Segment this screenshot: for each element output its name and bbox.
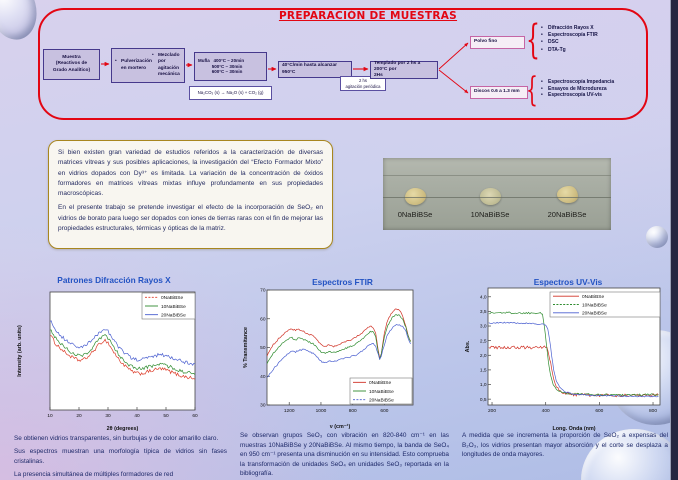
svg-text:10NaBiBSe: 10NaBiBSe — [369, 389, 394, 395]
svg-text:10: 10 — [47, 413, 53, 419]
list-item: Espectroscopía Impedancia — [540, 79, 648, 86]
svg-text:1000: 1000 — [316, 408, 327, 414]
sample-label: 0NaBiBSe — [397, 210, 433, 219]
svg-text:20NaBiBSe: 20NaBiBSe — [369, 397, 394, 403]
list-item: Espectroscopía UV-vis — [540, 92, 648, 99]
glass-sample — [405, 188, 426, 205]
flow-box-polvo-fino: Polvo fino — [470, 36, 525, 49]
svg-text:1,5: 1,5 — [480, 368, 487, 374]
svg-text:0NaBiBSe: 0NaBiBSe — [161, 295, 183, 301]
svg-text:200: 200 — [488, 408, 496, 414]
list-item: Espectroscopía FTIR — [540, 32, 644, 39]
flow-title: PREPARACIÓN DE MUESTRAS — [278, 10, 458, 22]
svg-text:40: 40 — [260, 374, 266, 380]
list-item: En el presente trabajo se pretende inves… — [58, 204, 323, 232]
svg-text:0NaBiBSe: 0NaBiBSe — [369, 380, 391, 386]
svg-text:2θ (degrees): 2θ (degrees) — [107, 426, 139, 432]
svg-text:400: 400 — [542, 408, 550, 414]
svg-text:20NaBiBSe: 20NaBiBSe — [161, 312, 186, 318]
svg-text:60: 60 — [260, 316, 266, 322]
flow-box-pulverizacion: Pulverización en morteroMezclado por agi… — [111, 48, 185, 83]
svg-text:800: 800 — [649, 408, 657, 414]
flow-box-discos: Discos 0.6 a 1.3 mm — [470, 86, 528, 99]
sample-label: 20NaBiBSe — [547, 210, 587, 219]
list-item: Difracción Rayos X — [540, 25, 644, 32]
svg-text:10NaBiBSe: 10NaBiBSe — [161, 304, 186, 310]
intro-text-box: Si bien existen gran variedad de estudio… — [48, 140, 333, 249]
svg-text:30: 30 — [260, 403, 266, 409]
ftir-chart-title: Espectros FTIR — [312, 277, 373, 287]
list-item: La presencia simultánea de múltiples for… — [14, 470, 174, 478]
brace-icon — [526, 73, 538, 107]
sample-label: 10NaBiBSe — [470, 210, 510, 219]
flow-box-agitacion: 2 hs agitación periódica — [340, 76, 386, 91]
svg-text:20NaBiBSe: 20NaBiBSe — [582, 311, 607, 317]
uvvis-caption: A medida que se incrementa la proporción… — [462, 431, 668, 463]
flow-box-templado: Templado por 2 hs a 200°C por 2Hs — [370, 61, 438, 79]
uvvis-chart: 200 400 600 800 0,5 1,0 1,5 2,0 2,5 3,0 3,5 4,0 Long… — [465, 287, 661, 432]
list-item: DSC — [540, 39, 644, 46]
list-item: Se obtienen vidrios transparentes, sin b… — [14, 435, 219, 442]
xrd-chart: 10 20 30 40 50 60 2θ (degrees) Intensity (arb. … — [17, 291, 198, 432]
svg-text:0,5: 0,5 — [480, 397, 487, 403]
svg-text:4,0: 4,0 — [480, 294, 487, 300]
svg-text:60: 60 — [192, 413, 198, 419]
svg-text:50: 50 — [163, 413, 169, 419]
svg-text:30: 30 — [105, 413, 111, 419]
svg-text:ν (cm⁻¹): ν (cm⁻¹) — [330, 424, 351, 430]
svg-text:2,0: 2,0 — [480, 353, 487, 359]
glass-sample — [480, 188, 501, 205]
svg-text:3,5: 3,5 — [480, 309, 487, 315]
tecnicas-discos-list: Espectroscopía ImpedanciaEnsayos de Micr… — [540, 79, 648, 99]
bubble-decoration — [646, 226, 668, 248]
glass-sample — [557, 186, 578, 203]
svg-text:0NaBiBSe: 0NaBiBSe — [582, 294, 604, 300]
svg-text:10NaBiBSe: 10NaBiBSe — [582, 302, 607, 308]
svg-text:Abs.: Abs. — [465, 340, 471, 352]
brace-icon — [526, 20, 540, 60]
svg-text:70: 70 — [260, 288, 266, 294]
list-item: Si bien existen gran variedad de estudio… — [58, 149, 323, 198]
uvvis-chart-title: Espectros UV-Vis — [533, 277, 603, 287]
list-item: Mezclado por agitación mecánica — [152, 53, 181, 78]
screen-edge-strip — [670, 0, 678, 480]
svg-text:3,0: 3,0 — [480, 324, 487, 330]
flow-box-rampa: 40°C/min hasta alcanzar 950°C — [278, 61, 352, 78]
svg-text:20: 20 — [76, 413, 82, 419]
svg-text:2,5: 2,5 — [480, 338, 487, 344]
svg-text:% Transmitance: % Transmitance — [243, 327, 249, 368]
xrd-chart-title: Patrones Difracción Rayos X — [57, 275, 171, 285]
ftir-caption: Se observan grupos SeO₃ con vibración en… — [240, 431, 449, 480]
tecnicas-polvo-list: Difracción Rayos XEspectroscopía FTIRDSC… — [540, 25, 644, 54]
flow-box-muestra: Muestra (Reactivos de Grado Analítico) — [43, 49, 100, 80]
list-item: Pulverización en mortero — [115, 59, 152, 71]
svg-text:Long. Onda (nm): Long. Onda (nm) — [552, 426, 595, 432]
list-item: A medida que se incrementa la proporción… — [462, 432, 668, 459]
svg-text:50: 50 — [260, 345, 266, 351]
flow-diagram-frame — [38, 8, 648, 120]
svg-text:1,0: 1,0 — [480, 382, 487, 388]
svg-text:600: 600 — [380, 408, 388, 414]
flow-box-mufla: Mufla 400°C – 20min 500°C – 30min 600°C … — [194, 52, 267, 81]
svg-text:Intensity (arb. units): Intensity (arb. units) — [17, 325, 23, 377]
bubble-decoration — [0, 0, 43, 45]
svg-text:40: 40 — [134, 413, 140, 419]
list-item: Sus espectros muestran una morfología tí… — [14, 448, 227, 465]
list-item: Se observan grupos SeO₃ con vibración en… — [240, 432, 449, 478]
svg-text:1200: 1200 — [284, 408, 295, 414]
svg-text:800: 800 — [349, 408, 357, 414]
xrd-caption: Se obtienen vidrios transparentes, sin b… — [14, 434, 227, 480]
samples-photo: 0NaBiBSe 10NaBiBSe 20NaBiBSe — [383, 158, 611, 230]
list-item: DTA-Tg — [540, 47, 644, 54]
flow-box-reaccion: Na₂CO₃ (s) → Na₂O (s) + CO₂ (g) — [189, 86, 272, 100]
svg-text:600: 600 — [595, 408, 603, 414]
ftir-chart: 1200 1000 800 600 30 40 50 60 70 ν (cm⁻¹) % Transm… — [243, 288, 414, 430]
list-item: Ensayos de Microdureza — [540, 86, 648, 93]
